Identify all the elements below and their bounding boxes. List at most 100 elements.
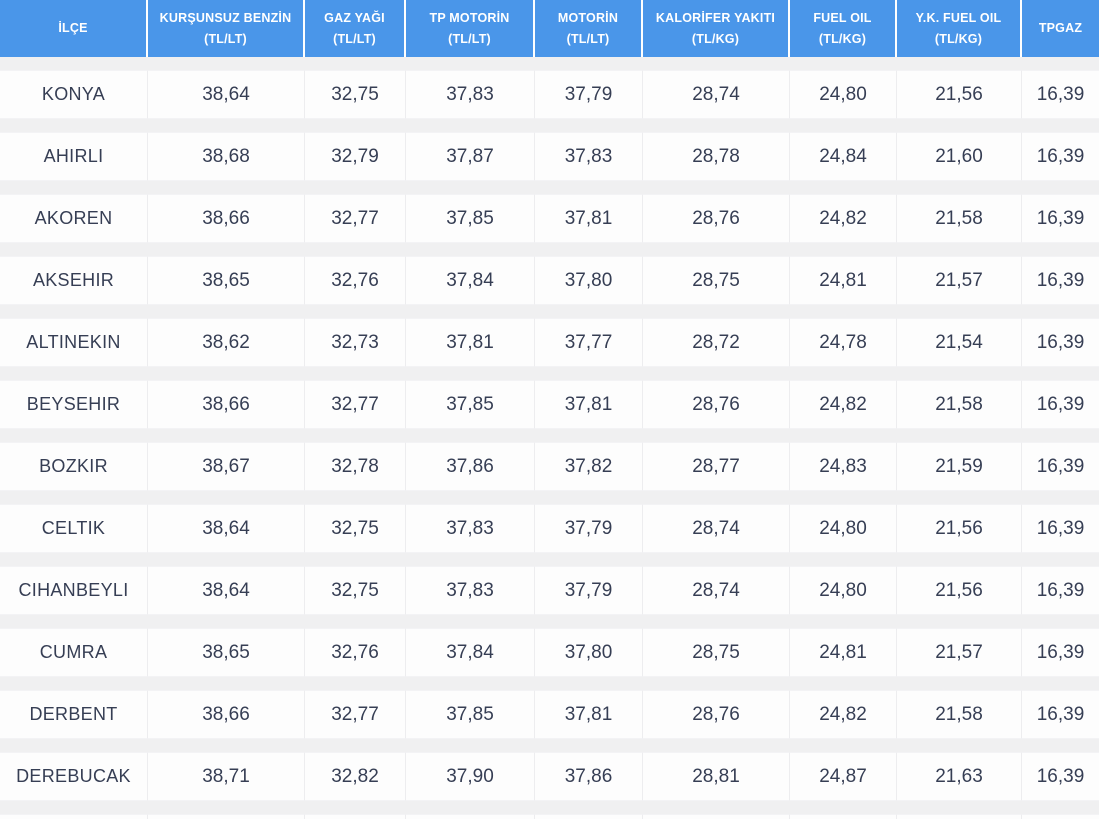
- price-cell-gaz-yagi: 32,75: [305, 70, 406, 119]
- price-cell-kursunsuz-benzin: 38,65: [148, 256, 305, 305]
- price-cell-motorin: 37,81: [535, 380, 643, 429]
- price-cell-tp-motorin: 37,85: [406, 194, 535, 243]
- district-cell: DERBENT: [0, 690, 148, 739]
- price-cell-kalorifer-yakiti: 28,76: [643, 380, 790, 429]
- price-cell-tpgaz: 16,39: [1022, 566, 1099, 615]
- table-row-partial: [0, 814, 1099, 819]
- column-header-label: İLÇE: [58, 21, 88, 36]
- price-cell-tp-motorin: 37,86: [406, 442, 535, 491]
- price-cell-tp-motorin: 37,83: [406, 70, 535, 119]
- price-cell-tpgaz: 16,39: [1022, 318, 1099, 367]
- price-cell-fuel-oil: 24,82: [790, 380, 897, 429]
- price-cell-kalorifer-yakiti: 28,75: [643, 628, 790, 677]
- column-header-label: TPGAZ: [1038, 21, 1083, 36]
- price-cell-tpgaz: 16,39: [1022, 628, 1099, 677]
- price-cell-motorin: 37,77: [535, 318, 643, 367]
- price-cell-kalorifer-yakiti: 28,77: [643, 442, 790, 491]
- price-cell-kursunsuz-benzin: 38,62: [148, 318, 305, 367]
- price-cell-motorin: 37,79: [535, 566, 643, 615]
- price-cell-gaz-yagi: 32,76: [305, 256, 406, 305]
- table-row: ALTINEKIN 38,62 32,73 37,81 37,77 28,72 24,78 2…: [0, 318, 1099, 367]
- price-cell-yk-fuel-oil: 21,63: [897, 752, 1022, 801]
- price-cell-yk-fuel-oil: 21,60: [897, 132, 1022, 181]
- empty-cell: [790, 814, 897, 819]
- empty-cell: [535, 814, 643, 819]
- price-cell-kursunsuz-benzin: 38,66: [148, 690, 305, 739]
- price-cell-gaz-yagi: 32,78: [305, 442, 406, 491]
- price-cell-gaz-yagi: 32,76: [305, 628, 406, 677]
- price-cell-gaz-yagi: 32,77: [305, 380, 406, 429]
- price-cell-fuel-oil: 24,81: [790, 628, 897, 677]
- price-cell-kalorifer-yakiti: 28,75: [643, 256, 790, 305]
- price-cell-kursunsuz-benzin: 38,71: [148, 752, 305, 801]
- price-cell-fuel-oil: 24,84: [790, 132, 897, 181]
- district-cell: BEYSEHIR: [0, 380, 148, 429]
- column-header-motorin: MOTORİN (TL/LT): [535, 0, 643, 57]
- price-cell-fuel-oil: 24,80: [790, 70, 897, 119]
- price-cell-kalorifer-yakiti: 28,78: [643, 132, 790, 181]
- price-cell-tpgaz: 16,39: [1022, 256, 1099, 305]
- price-cell-tp-motorin: 37,85: [406, 690, 535, 739]
- empty-cell: [643, 814, 790, 819]
- price-cell-kursunsuz-benzin: 38,66: [148, 380, 305, 429]
- empty-cell: [148, 814, 305, 819]
- column-header-label: KURŞUNSUZ BENZİN: [159, 10, 292, 25]
- price-cell-motorin: 37,81: [535, 690, 643, 739]
- price-cell-tp-motorin: 37,84: [406, 256, 535, 305]
- price-cell-kalorifer-yakiti: 28,74: [643, 70, 790, 119]
- table-row: DEREBUCAK 38,71 32,82 37,90 37,86 28,81 24,87 2…: [0, 752, 1099, 801]
- table-row: CELTIK 38,64 32,75 37,83 37,79 28,74 24,80 21,5…: [0, 504, 1099, 553]
- column-header-unit: (TL/LT): [566, 31, 610, 46]
- price-cell-tp-motorin: 37,85: [406, 380, 535, 429]
- price-cell-fuel-oil: 24,80: [790, 566, 897, 615]
- price-cell-yk-fuel-oil: 21,56: [897, 70, 1022, 119]
- price-cell-tp-motorin: 37,87: [406, 132, 535, 181]
- price-cell-yk-fuel-oil: 21,58: [897, 380, 1022, 429]
- price-cell-tp-motorin: 37,83: [406, 566, 535, 615]
- column-header-unit: (TL/LT): [333, 31, 376, 46]
- column-header-tp-motorin: TP MOTORİN (TL/LT): [406, 0, 535, 57]
- price-cell-kursunsuz-benzin: 38,65: [148, 628, 305, 677]
- price-cell-kursunsuz-benzin: 38,64: [148, 566, 305, 615]
- district-cell: CIHANBEYLI: [0, 566, 148, 615]
- price-cell-tpgaz: 16,39: [1022, 504, 1099, 553]
- price-cell-tp-motorin: 37,81: [406, 318, 535, 367]
- table-row: CIHANBEYLI 38,64 32,75 37,83 37,79 28,74 24,80…: [0, 566, 1099, 615]
- price-cell-kalorifer-yakiti: 28,72: [643, 318, 790, 367]
- price-cell-kursunsuz-benzin: 38,64: [148, 504, 305, 553]
- price-cell-motorin: 37,79: [535, 504, 643, 553]
- column-header-kalorifer-yakiti: KALORİFER YAKITI (TL/KG): [643, 0, 790, 57]
- price-cell-fuel-oil: 24,80: [790, 504, 897, 553]
- column-header-unit: (TL/LT): [448, 31, 491, 46]
- column-header-label: KALORİFER YAKITI: [655, 10, 776, 25]
- price-cell-fuel-oil: 24,83: [790, 442, 897, 491]
- price-cell-yk-fuel-oil: 21,56: [897, 504, 1022, 553]
- table-row: AHIRLI 38,68 32,79 37,87 37,83 28,78 24,84 21,6…: [0, 132, 1099, 181]
- price-cell-fuel-oil: 24,82: [790, 690, 897, 739]
- price-cell-kalorifer-yakiti: 28,76: [643, 690, 790, 739]
- price-cell-gaz-yagi: 32,75: [305, 566, 406, 615]
- column-header-tpgaz: TPGAZ: [1022, 0, 1099, 57]
- price-cell-kalorifer-yakiti: 28,74: [643, 504, 790, 553]
- price-cell-gaz-yagi: 32,82: [305, 752, 406, 801]
- district-cell: CUMRA: [0, 628, 148, 677]
- district-cell: BOZKIR: [0, 442, 148, 491]
- empty-cell: [406, 814, 535, 819]
- column-header-unit: (TL/KG): [934, 31, 983, 46]
- price-cell-kalorifer-yakiti: 28,81: [643, 752, 790, 801]
- price-cell-fuel-oil: 24,87: [790, 752, 897, 801]
- price-cell-yk-fuel-oil: 21,54: [897, 318, 1022, 367]
- price-cell-yk-fuel-oil: 21,58: [897, 690, 1022, 739]
- price-cell-yk-fuel-oil: 21,56: [897, 566, 1022, 615]
- price-cell-motorin: 37,81: [535, 194, 643, 243]
- column-header-label: FUEL OIL: [813, 10, 872, 25]
- price-cell-tpgaz: 16,39: [1022, 752, 1099, 801]
- empty-cell: [305, 814, 406, 819]
- table-row: KONYA 38,64 32,75 37,83 37,79 28,74 24,80 21,56…: [0, 70, 1099, 119]
- column-header-label: Y.K. FUEL OIL: [915, 10, 1002, 25]
- district-cell: CELTIK: [0, 504, 148, 553]
- price-cell-yk-fuel-oil: 21,57: [897, 256, 1022, 305]
- column-header-label: MOTORİN: [557, 10, 619, 25]
